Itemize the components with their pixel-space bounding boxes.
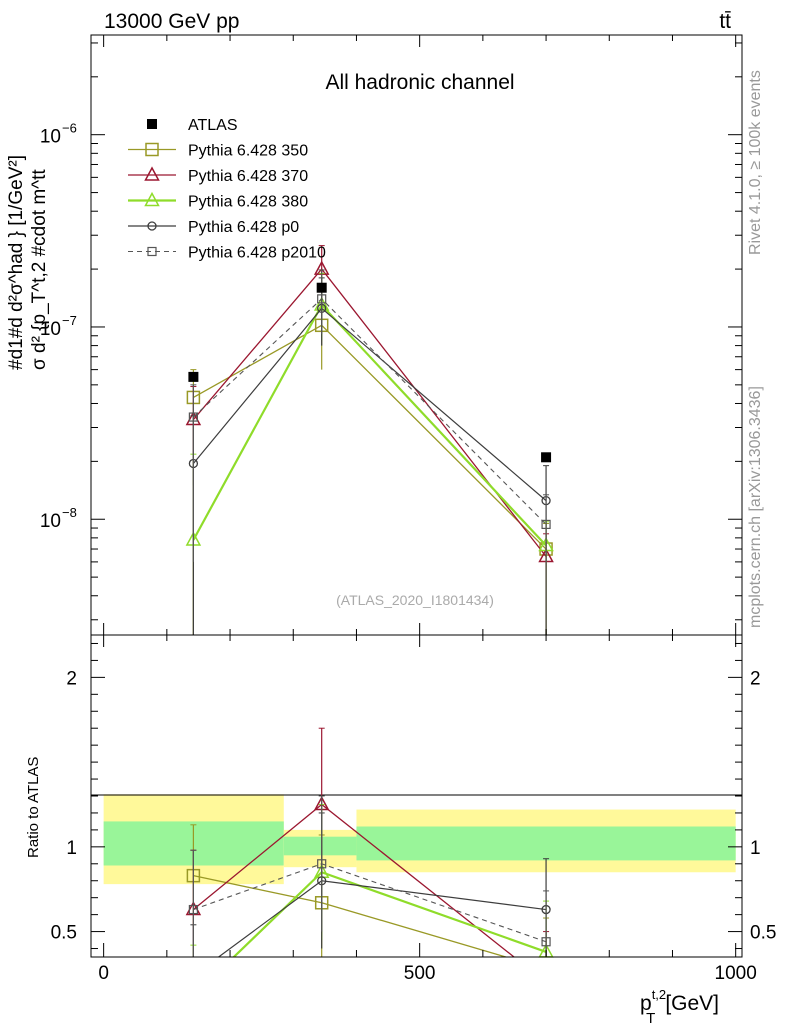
atlas-data-point — [316, 282, 327, 293]
header-left: 13000 GeV pp — [104, 10, 239, 33]
main-y-tick-label: 10 — [40, 511, 61, 532]
legend-marker — [144, 166, 160, 181]
tick-base: 10 — [40, 511, 61, 532]
legend-label: ATLAS — [188, 117, 238, 134]
legend-label: Pythia 6.428 p2010 — [188, 245, 326, 262]
ratio-y-label: Ratio to ATLAS — [25, 757, 42, 858]
legend-marker — [147, 246, 157, 257]
ratio-series-4 — [188, 795, 551, 957]
x-label-unit: [GeV] — [665, 992, 719, 1015]
main-y-axis-label: #d1#d d²σ^had } [1/GeV²] σ d² {p_T^t,2 #… — [6, 155, 50, 370]
main-series-0 — [186, 288, 553, 635]
legend-label: Pythia 6.428 380 — [188, 194, 308, 211]
legend-entry-atlas: ATLAS — [147, 117, 238, 134]
x-label-sup: t,2 — [652, 987, 666, 1002]
main-series-4 — [188, 269, 551, 635]
header-right: tt̄ — [719, 10, 731, 33]
main-y-tick-exponent: −7 — [62, 313, 77, 328]
main-series-line — [192, 303, 547, 547]
legend-label: Pythia 6.428 p0 — [188, 219, 299, 236]
svg-text:pt,2T[GeV]: pt,2 T [GeV] — [640, 987, 719, 1024]
legend-entry: Pythia 6.428 p2010 — [128, 245, 326, 262]
ratio-bands — [103, 794, 736, 885]
ratio-axes: 0 500 1000 0.5 0.5 1 1 2 2 — [51, 635, 776, 984]
main-series-2 — [185, 272, 554, 635]
ratio-y-tick-label-right: 1 — [750, 838, 761, 859]
rivet-label: Rivet 4.1.0, ≥ 100k events — [747, 70, 764, 255]
atlas-data-point — [188, 371, 199, 382]
ratio-data-point — [541, 937, 551, 947]
ratio-data-point — [188, 904, 198, 915]
ratio-panel: 0 500 1000 0.5 0.5 1 1 2 2 Ratio to ATLAS — [25, 634, 776, 984]
x-label-main: p — [640, 992, 652, 1015]
ratio-band-green — [283, 836, 357, 856]
legend-marker — [147, 221, 157, 231]
ratio-series-layer — [185, 727, 554, 958]
x-tick-label: 1000 — [715, 963, 757, 984]
x-axis-label: pt,2 T [GeV] — [640, 987, 719, 1024]
legend-entry: Pythia 6.428 350 — [128, 143, 308, 160]
legend: ATLAS Pythia 6.428 350 Pythia 6.428 370 Pyt… — [128, 117, 326, 262]
y-label-line-2: σ d² {p_T^t,2 #cdot m^tt — [29, 169, 50, 370]
x-tick-label: 500 — [404, 963, 436, 984]
x-label-sub: T — [646, 1010, 655, 1024]
main-series-layer — [185, 245, 554, 635]
main-data-point — [317, 294, 327, 304]
legend-entry: Pythia 6.428 p0 — [128, 219, 299, 236]
legend-label: Pythia 6.428 370 — [188, 168, 308, 185]
main-y-tick-exponent: −8 — [62, 505, 77, 520]
chart-title: All hadronic channel — [325, 71, 514, 94]
ratio-y-tick-label-right: 0.5 — [750, 923, 776, 944]
tick-base: 10 — [40, 319, 61, 340]
x-tick-label: 0 — [98, 963, 109, 984]
atlas-data — [188, 282, 552, 463]
main-series-line — [193, 298, 547, 525]
ratio-series-line — [217, 880, 547, 957]
main-panel: 10−810−710−6 All hadronic channel (ATLAS… — [40, 34, 743, 636]
y-label-line-1: #d1#d d²σ^had } [1/GeV²] — [6, 155, 27, 370]
main-series-line — [192, 268, 547, 557]
legend-marker — [147, 119, 157, 129]
ratio-data-point — [317, 859, 327, 869]
mcplots-label: mcplots.cern.ch [arXiv:1306.3436] — [747, 386, 764, 628]
ratio-y-tick-label-right: 2 — [750, 668, 761, 689]
main-y-tick-exponent: −6 — [62, 121, 77, 136]
main-data-point — [541, 519, 551, 530]
main-y-tick-label: 10 — [40, 127, 61, 148]
legend-marker — [144, 191, 160, 207]
ratio-y-tick-label: 0.5 — [51, 923, 77, 944]
main-series-1 — [185, 245, 554, 635]
legend-label: Pythia 6.428 350 — [188, 143, 308, 160]
ratio-band-green — [356, 826, 736, 861]
main-y-tick-label: 10 — [40, 319, 61, 340]
tick-base: 10 — [40, 127, 61, 148]
main-data-point — [188, 412, 198, 422]
legend-marker — [145, 142, 159, 157]
main-axes: 10−810−710−6 — [40, 35, 742, 635]
main-series-line — [193, 324, 547, 550]
legend-entry: Pythia 6.428 380 — [128, 191, 308, 211]
ratio-y-tick-label: 2 — [66, 668, 77, 689]
ratio-y-tick-label: 1 — [66, 838, 77, 859]
analysis-label: (ATLAS_2020_I1801434) — [336, 592, 494, 608]
atlas-data-point — [541, 452, 552, 463]
legend-entry: Pythia 6.428 370 — [128, 166, 308, 185]
